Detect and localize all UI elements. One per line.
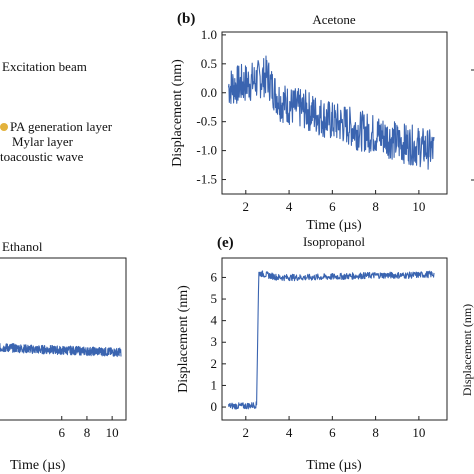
- y-tick-label-2-4: 2: [211, 356, 218, 371]
- x-tick-label-2-1: 4: [286, 425, 293, 440]
- y-tick-label-2-3: 3: [211, 334, 218, 349]
- schematic-label-pa-layer: PA generation layer: [10, 119, 113, 134]
- x-tick-label-0-2: 6: [329, 199, 336, 214]
- panel-label-e: (e): [217, 235, 234, 251]
- series-path-1: [0, 342, 122, 358]
- y-tick-label-0-1: 0.5: [201, 56, 217, 71]
- x-tick-label-2-4: 10: [412, 425, 425, 440]
- cropped-right-axis-label: Displacement (nm): [460, 304, 474, 396]
- plot-frame-isopropanol: [221, 257, 448, 421]
- x-axis-ticks-ethanol: 6 8 10: [58, 416, 119, 440]
- y-tick-label-0-2: 0.0: [201, 85, 217, 100]
- chart-title-isopropanol: Isopropanol: [303, 234, 365, 249]
- x-axis-ticks-acetone: 2 4 6 8 10: [243, 190, 425, 214]
- panel-label-b: (b): [177, 11, 195, 27]
- series-path-0: [227, 55, 435, 170]
- series-path-2: [227, 270, 435, 410]
- y-axis-label-isopropanol: Displacement (nm): [176, 285, 191, 393]
- x-tick-label-0-1: 4: [286, 199, 293, 214]
- x-tick-label-0-3: 8: [372, 199, 379, 214]
- x-axis-ticks-isopropanol: 2 4 6 8 10: [243, 416, 425, 440]
- x-tick-label-1-1: 8: [84, 425, 91, 440]
- x-axis-label-isopropanol: Time (µs): [306, 458, 362, 473]
- series-line-acetone: [227, 55, 435, 170]
- x-tick-label-1-2: 10: [106, 425, 119, 440]
- y-tick-label-2-0: 6: [211, 269, 218, 284]
- schematic-label-excitation-beam: Excitation beam: [2, 59, 87, 74]
- series-line-ethanol: [0, 342, 122, 358]
- series-line-isopropanol: [227, 270, 435, 410]
- y-axis-label-acetone: Displacement (nm): [170, 59, 185, 167]
- plot-frame-acetone: [221, 31, 448, 195]
- y-tick-label-0-3: -0.5: [196, 114, 217, 129]
- y-axis-ticks-acetone: 1.0 0.5 0.0 -0.5 -1.0 -1.5: [196, 27, 226, 187]
- y-tick-label-0-0: 1.0: [201, 27, 217, 42]
- y-tick-label-0-4: -1.0: [196, 143, 217, 158]
- x-tick-label-2-2: 6: [329, 425, 336, 440]
- chart-title-acetone: Acetone: [312, 12, 356, 27]
- x-axis-label-acetone: Time (µs): [306, 218, 362, 233]
- y-tick-label-2-5: 1: [211, 377, 218, 392]
- x-tick-label-0-4: 10: [412, 199, 425, 214]
- schematic-fragment: Excitation beam PA generation layer Myla…: [0, 59, 113, 164]
- panel-b-acetone: (b) Acetone 2 4 6 8 10 1.0 0.5 0.0 -0.5 -1.0 -1.5…: [170, 11, 448, 233]
- panel-ethanol: Ethanol 6 8 10 Time (µs): [0, 239, 127, 473]
- y-axis-ticks-isopropanol: 6 5 4 3 2 1 0: [211, 269, 226, 414]
- chart-title-ethanol: Ethanol: [2, 239, 43, 254]
- plot-frame-ethanol: [0, 257, 127, 421]
- schematic-label-acoustic-wave: toacoustic wave: [0, 149, 84, 164]
- y-tick-label-2-2: 4: [211, 313, 218, 328]
- x-axis-label-ethanol: Time (µs): [10, 458, 66, 473]
- x-tick-label-1-0: 6: [58, 425, 65, 440]
- x-tick-label-2-0: 2: [243, 425, 250, 440]
- schematic-label-mylar-layer: Mylar layer: [12, 134, 74, 149]
- y-tick-label-2-1: 5: [211, 291, 218, 306]
- y-tick-label-0-5: -1.5: [196, 172, 217, 187]
- x-tick-label-2-3: 8: [372, 425, 379, 440]
- x-tick-label-0-0: 2: [243, 199, 250, 214]
- pa-layer-marker-icon: [0, 123, 8, 131]
- y-tick-label-2-6: 0: [211, 399, 218, 414]
